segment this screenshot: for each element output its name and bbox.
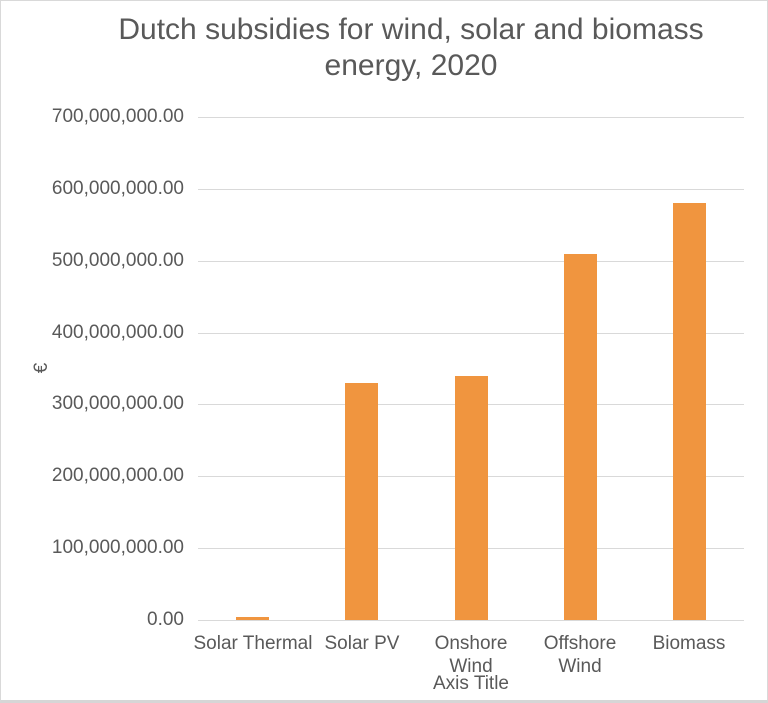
y-tick-label: 100,000,000.00 (51, 537, 184, 559)
y-tick-label: 300,000,000.00 (51, 393, 184, 415)
x-axis-title: Axis Title (432, 673, 510, 694)
bar-offshore-wind (564, 254, 597, 620)
x-category-label-line: Solar Thermal (193, 633, 313, 654)
y-tick-label: 700,000,000.00 (51, 106, 184, 127)
x-category-label-line: Biomass (652, 633, 726, 654)
gridline (198, 188, 744, 190)
y-tick-label: 600,000,000.00 (51, 177, 184, 199)
y-tick-label: 500,000,000.00 (51, 249, 184, 271)
y-tick-label: 200,000,000.00 (51, 465, 184, 487)
x-category-label-line: Wind (449, 656, 493, 677)
x-axis-line (198, 620, 744, 621)
y-axis-tick-labels: 0.00 100,000,000.00 200,000,000.00 300,000,… (1, 1, 184, 700)
x-category-label-offshore-wind: Offshore Wind (510, 632, 650, 678)
x-category-label-onshore-wind: Onshore Wind (401, 632, 541, 678)
x-category-label-line: Solar PV (324, 633, 400, 654)
gridline (198, 117, 744, 118)
bar-solar-pv (345, 383, 378, 620)
chart-title-line-2: energy, 2020 (324, 49, 498, 82)
x-category-label-line: Wind (558, 656, 602, 677)
y-tick-label: 400,000,000.00 (51, 321, 184, 343)
chart-title: Dutch subsidies for wind, solar and biom… (53, 12, 767, 84)
gridline (198, 260, 744, 262)
x-category-label-line: Onshore (434, 633, 508, 654)
x-category-label-solar-thermal: Solar Thermal (183, 632, 323, 655)
plot-area (198, 117, 744, 621)
x-category-label-line: Offshore (543, 633, 617, 654)
x-axis-category-labels: Solar Thermal Solar PV Onshore Wind Offshore… (194, 632, 744, 678)
bar-solar-thermal (236, 617, 269, 620)
x-category-label-solar-pv: Solar PV (292, 632, 432, 655)
bar-biomass (673, 203, 706, 620)
gridline (198, 332, 744, 334)
y-tick-label: 0.00 (147, 609, 184, 630)
chart-title-line-1: Dutch subsidies for wind, solar and biom… (118, 13, 704, 46)
x-category-label-biomass: Biomass (619, 632, 759, 655)
bar-onshore-wind (455, 376, 488, 620)
